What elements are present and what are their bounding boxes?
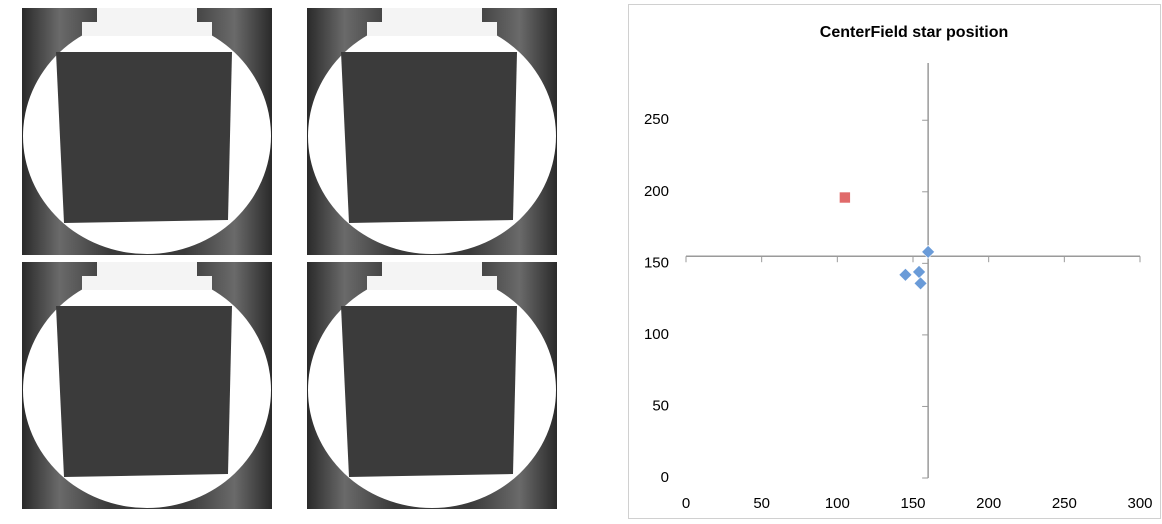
y-tick-label: 200 (644, 183, 669, 200)
x-tick-label: 50 (753, 495, 770, 512)
x-tick-label: 250 (1052, 495, 1077, 512)
page: CenterField star position 0 50 100 150 200 25… (0, 0, 1162, 519)
figure: CenterField star position 0 50 100 150 200 25… (0, 0, 1162, 519)
y-tick-label: 0 (661, 469, 669, 486)
image-panel (22, 8, 272, 255)
x-tick-label: 0 (682, 495, 690, 512)
x-tick-label: 300 (1127, 495, 1152, 512)
image-panel (22, 262, 272, 509)
x-tick-label: 200 (976, 495, 1001, 512)
chart-title: CenterField star position (820, 24, 1008, 41)
x-tick-label: 150 (900, 495, 925, 512)
point (839, 192, 850, 203)
y-tick-label: 250 (644, 111, 669, 128)
y-tick-label: 150 (644, 254, 669, 271)
y-tick-label: 50 (652, 397, 669, 414)
chart-frame (629, 5, 1161, 519)
x-tick-label: 100 (825, 495, 850, 512)
image-panel (307, 262, 557, 509)
y-tick-label: 100 (644, 326, 669, 343)
image-panel (307, 8, 557, 255)
